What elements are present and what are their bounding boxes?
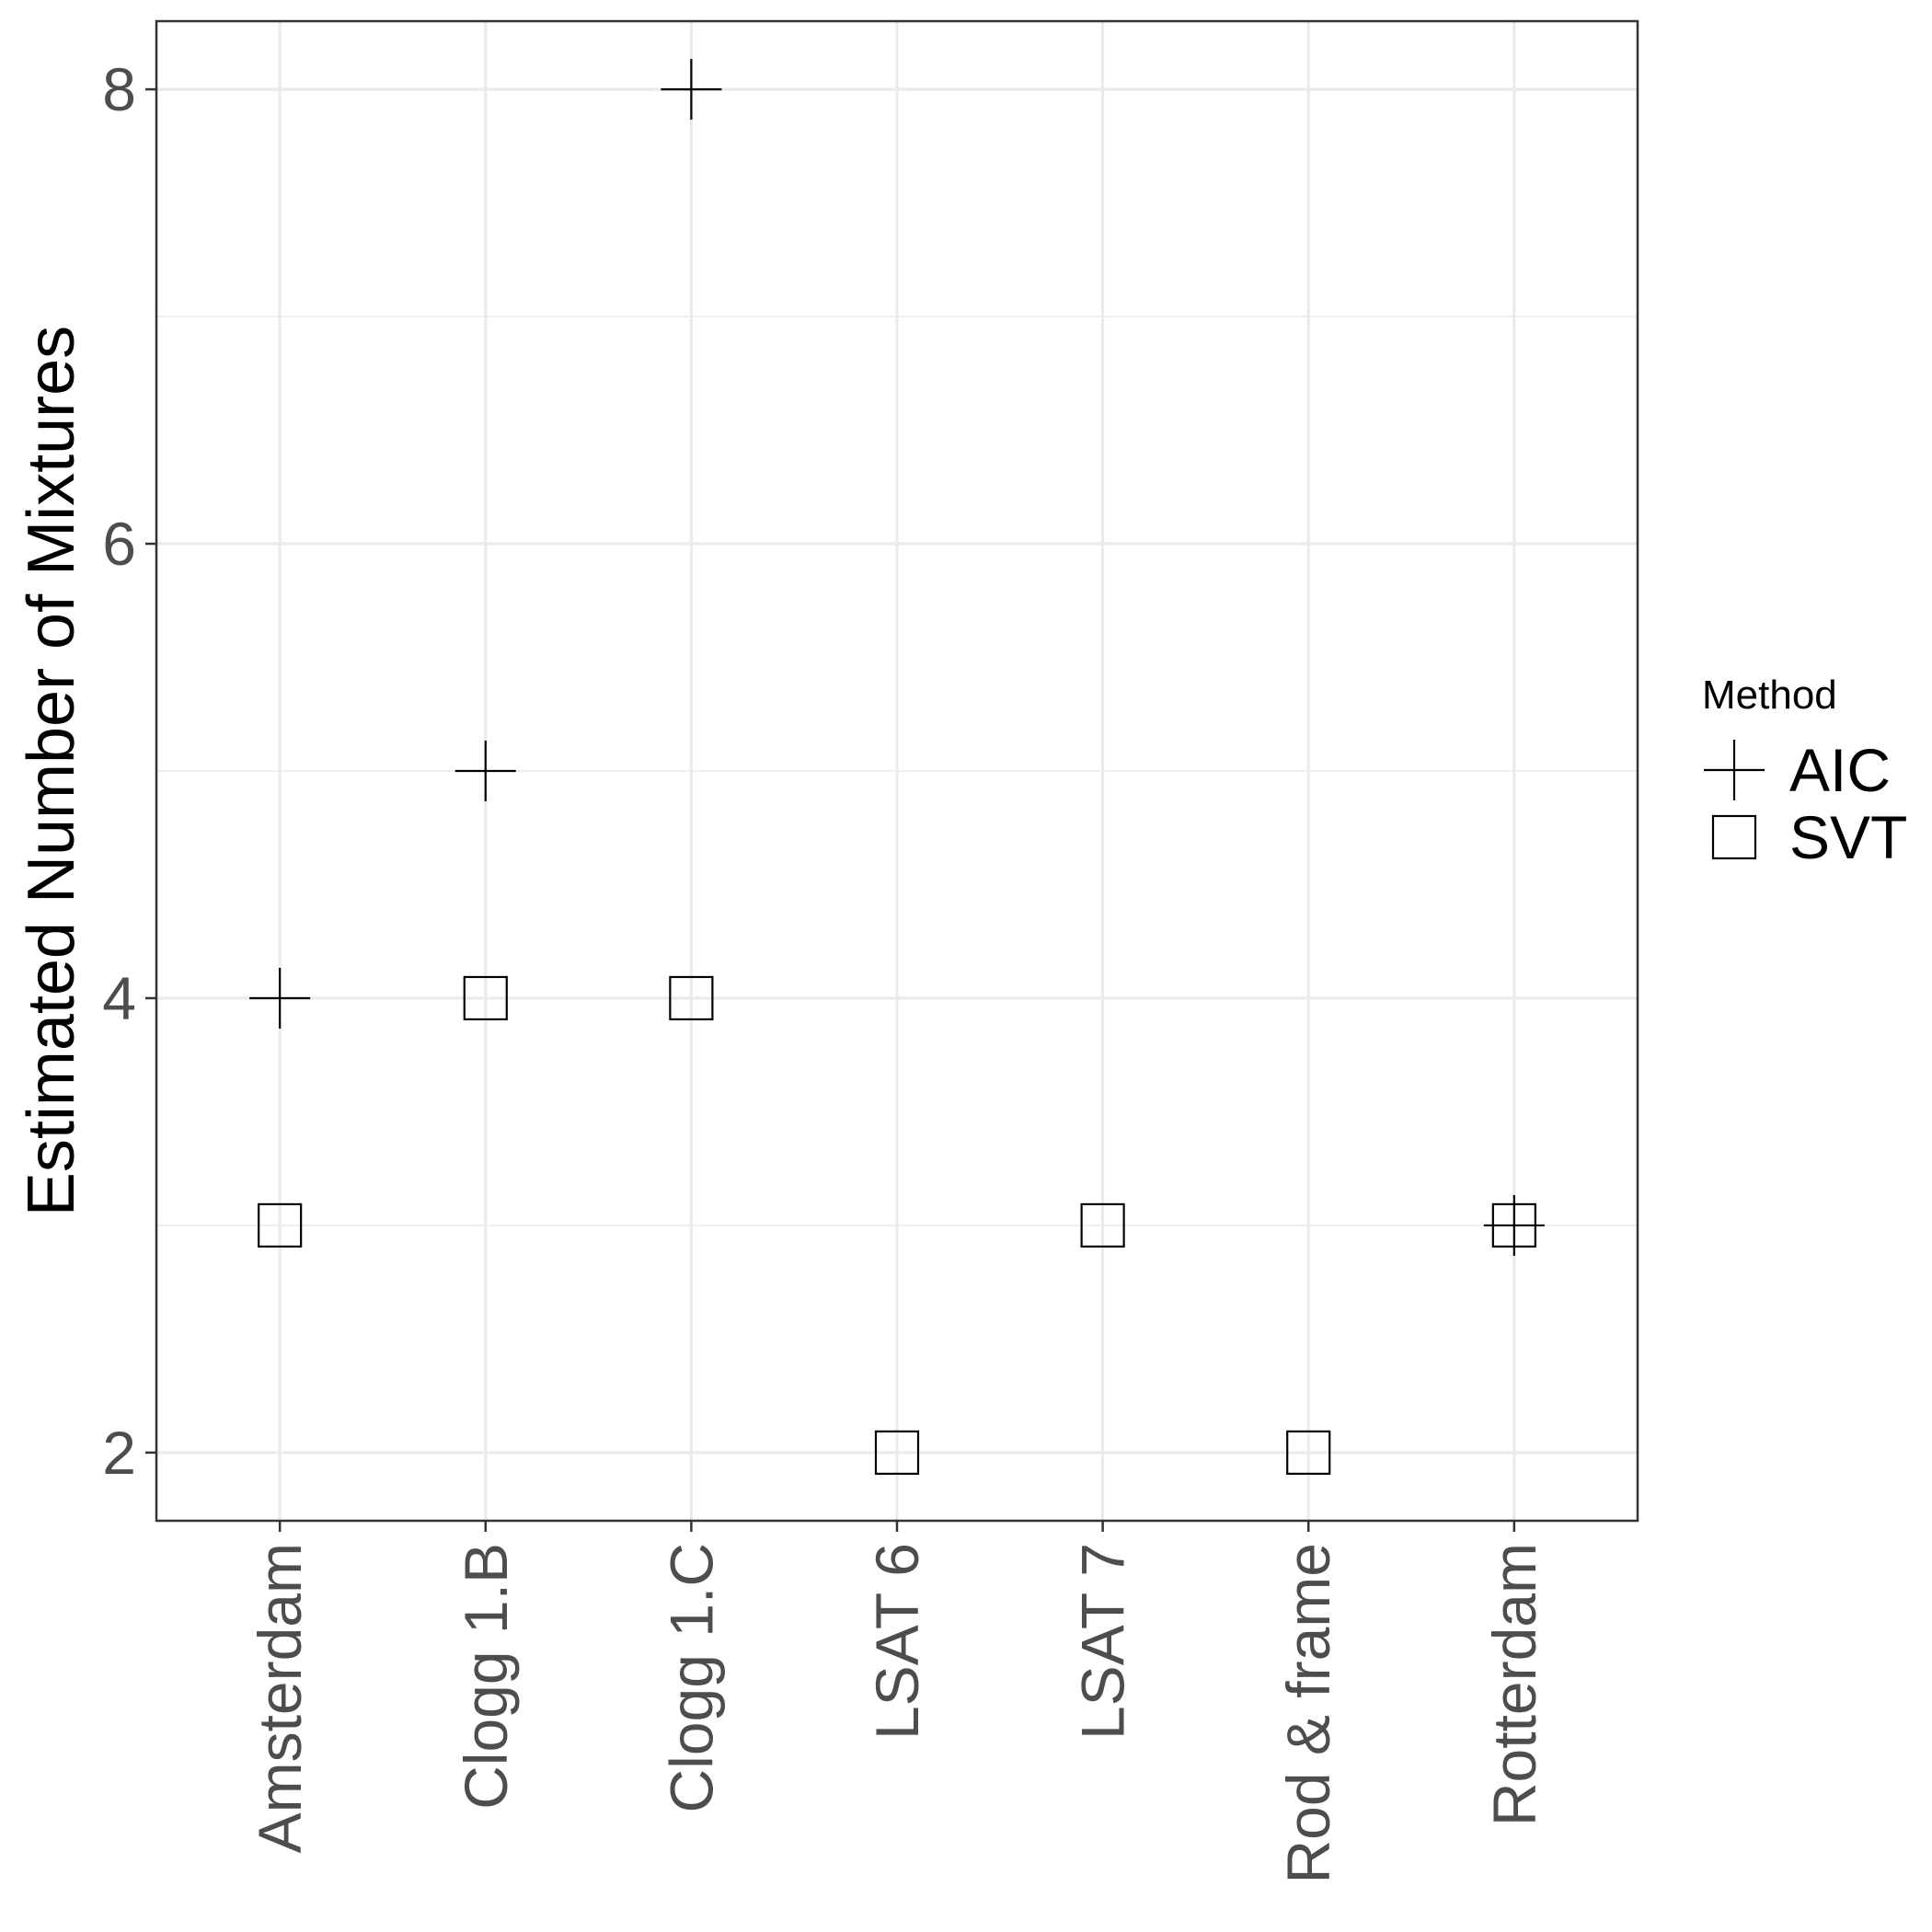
legend-label-aic: AIC <box>1789 736 1891 804</box>
x-tick-label: Amsterdam <box>246 1543 314 1853</box>
x-tick-label: LSAT 7 <box>1069 1543 1137 1740</box>
point-aic <box>454 741 516 801</box>
point-svt <box>874 1430 920 1476</box>
point-aic <box>661 59 722 121</box>
legend-title: Method <box>1702 673 1837 718</box>
x-tick-label: Clogg 1.C <box>657 1543 725 1813</box>
x-tick-label: Rotterdam <box>1480 1543 1548 1826</box>
point-svt <box>1080 1202 1125 1248</box>
y-tick-label: 4 <box>102 964 136 1032</box>
grid-major <box>156 21 1638 1521</box>
x-tick-label: Clogg 1.B <box>452 1543 520 1810</box>
axis-ticks <box>145 87 1516 1532</box>
y-tick-label: 6 <box>102 510 136 578</box>
x-tick-label: LSAT 6 <box>863 1543 931 1740</box>
y-axis-title: Estimated Number of Mixtures <box>15 326 88 1216</box>
point-svt <box>1491 1202 1536 1248</box>
point-svt <box>463 975 508 1021</box>
point-aic <box>249 967 311 1029</box>
legend-item-svt: SVT <box>1711 803 1907 871</box>
point-svt <box>258 1202 303 1248</box>
x-tick-label: Rod & frame <box>1274 1543 1342 1883</box>
y-tick-label: 8 <box>102 55 136 123</box>
legend-label-svt: SVT <box>1789 803 1907 871</box>
point-svt <box>669 975 714 1021</box>
legend-key-svt <box>1711 814 1757 860</box>
tick-labels: 2 4 6 8 Amsterdam Clogg 1.B Clogg 1.C LSAT 6 LSA… <box>102 55 1548 1883</box>
data-points <box>249 59 1545 1476</box>
legend-item-aic: AIC <box>1704 736 1891 804</box>
point-svt <box>1286 1430 1331 1476</box>
legend-key-aic <box>1704 740 1765 800</box>
y-tick-label: 2 <box>102 1419 136 1487</box>
